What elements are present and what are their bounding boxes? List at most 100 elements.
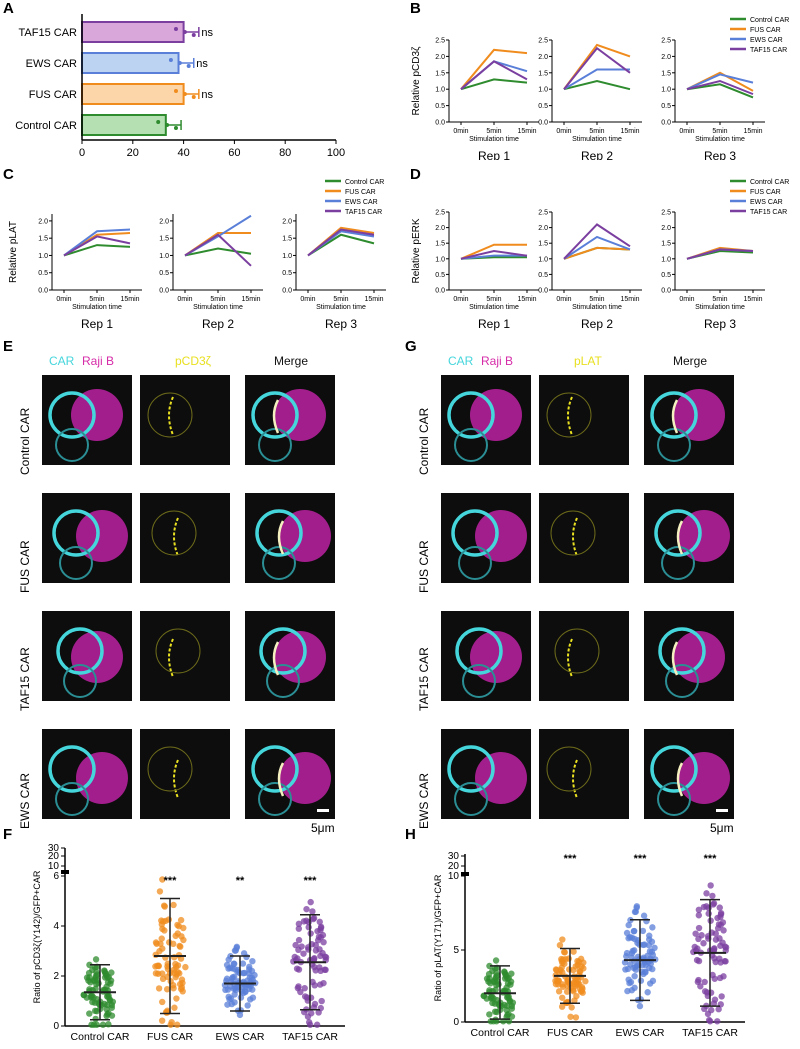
data-point (646, 932, 653, 939)
category-label: EWS CAR (26, 58, 77, 70)
y-tick-label: 1.5 (661, 241, 671, 248)
data-point (156, 888, 164, 895)
series-line-control-car (563, 79, 631, 91)
data-point (152, 970, 160, 977)
micrograph-image (259, 627, 326, 698)
x-tick-label: 15min (517, 128, 536, 135)
series-line-control-car (460, 78, 528, 91)
series-line-ews-car (460, 60, 528, 90)
phospho-signal (173, 759, 179, 799)
data-point (173, 995, 180, 1002)
data-point (567, 1013, 574, 1020)
data-point (490, 995, 497, 1002)
car-cell-membrane (63, 664, 97, 698)
micrograph-image (151, 510, 197, 557)
data-point (107, 977, 115, 984)
y-tick-label: 1.5 (282, 236, 292, 243)
car-cell-membrane (48, 745, 96, 793)
raji-cell (274, 631, 326, 683)
phospho-background (151, 510, 197, 556)
data-point (228, 975, 236, 983)
phospho-signal (173, 517, 179, 557)
car-cell-membrane (658, 627, 706, 675)
data-point (92, 956, 100, 963)
data-point (711, 996, 719, 1003)
data-point (309, 908, 316, 915)
data-point (176, 970, 183, 977)
data-point (99, 1021, 107, 1028)
data-point (508, 1013, 516, 1020)
series-line-ews-car (460, 254, 527, 260)
car-cell-membrane (657, 782, 691, 816)
data-point (158, 970, 166, 977)
data-point (695, 912, 703, 919)
phospho-background (554, 628, 600, 674)
data-point (642, 961, 649, 969)
y-tick-label: 2.0 (538, 225, 548, 232)
data-point (174, 962, 182, 969)
significance-label: *** (304, 875, 318, 887)
data-point (579, 989, 586, 996)
y-tick-label: 1.5 (661, 70, 671, 77)
legend-entry: FUS CAR (345, 189, 376, 196)
micrograph-tile (140, 375, 230, 465)
data-point (631, 972, 638, 980)
phospho-signal (572, 759, 578, 799)
legend-entry: Control CAR (345, 179, 384, 186)
data-point (714, 1018, 721, 1025)
legend-entry: FUS CAR (750, 27, 781, 34)
data-point (295, 936, 303, 944)
data-point (648, 948, 656, 955)
data-point (109, 998, 117, 1005)
data-point (228, 1000, 236, 1008)
car-cell-membrane (59, 546, 93, 580)
micrograph-image (650, 389, 725, 462)
channel-header-pcd3-: pCD3ζ (175, 354, 211, 368)
legend-entry: Control CAR (750, 17, 789, 24)
data-point (86, 961, 93, 969)
replicate-label: Rep 3 (704, 317, 736, 331)
bar-taf15-car (81, 21, 185, 43)
data-point (163, 986, 171, 993)
panel-label-a: A (3, 0, 14, 17)
legend-entry: Control CAR (750, 179, 789, 186)
data-point (160, 902, 168, 909)
data-point (293, 965, 301, 972)
y-tick-label: 2.0 (435, 54, 445, 61)
data-point (159, 998, 166, 1006)
data-point (555, 977, 562, 984)
row-label: FUS CAR (18, 540, 32, 593)
data-point (246, 963, 253, 971)
data-point (182, 30, 187, 34)
data-point (86, 974, 93, 981)
micrograph-image (658, 627, 725, 698)
data-point (170, 901, 177, 909)
x-axis-label: Stimulation time (695, 136, 745, 143)
series-line-fus-car (460, 48, 528, 90)
micrograph-tile (441, 375, 531, 465)
x-tick-label: 15min (517, 296, 536, 303)
data-point (225, 965, 232, 972)
x-tick-label: 0min (453, 128, 468, 135)
raji-cell (71, 389, 123, 441)
micrograph-tile (140, 493, 230, 583)
x-axis-label: Stimulation time (193, 304, 243, 311)
y-tick-label: 2 (53, 971, 59, 982)
category-label: FUS CAR (547, 1027, 594, 1039)
data-point (639, 927, 647, 935)
series-line-taf15-car (63, 235, 131, 257)
data-point (177, 943, 184, 950)
phospho-background (546, 392, 592, 438)
y-tick-label: 0 (53, 1021, 59, 1032)
y-tick-label: 20 (448, 861, 460, 872)
data-point (172, 932, 179, 940)
micrograph-image (56, 627, 123, 698)
car-cell-membrane (55, 428, 89, 462)
data-point (186, 64, 191, 68)
axis-break-mark (61, 870, 69, 874)
y-tick-label: 1.5 (38, 236, 48, 243)
micrograph-image (546, 746, 592, 799)
data-point (716, 935, 723, 942)
data-point (637, 996, 645, 1003)
